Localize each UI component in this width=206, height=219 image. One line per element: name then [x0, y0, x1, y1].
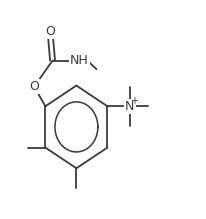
Text: N: N	[125, 100, 135, 113]
Text: O: O	[29, 80, 39, 93]
Text: NH: NH	[70, 54, 89, 67]
Text: +: +	[130, 96, 138, 106]
Text: O: O	[46, 25, 55, 38]
